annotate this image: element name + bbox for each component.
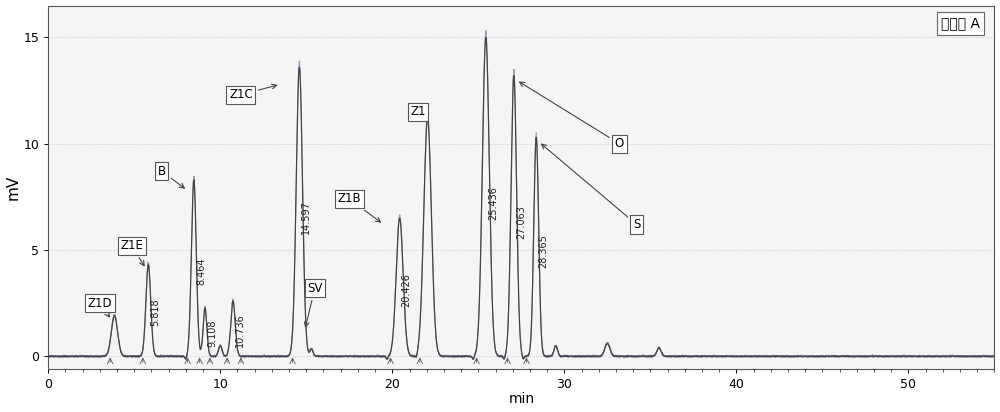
Text: 检测器 A: 检测器 A [941,16,980,30]
Text: Z1D: Z1D [88,297,112,317]
Text: 14.597: 14.597 [301,201,311,234]
Text: B: B [158,165,184,188]
Text: SV: SV [304,282,323,327]
Text: Z1: Z1 [410,105,428,122]
Text: 8.464: 8.464 [196,258,206,286]
Text: Z1B: Z1B [337,192,380,222]
Text: 25.436: 25.436 [488,186,498,220]
Text: 9.108: 9.108 [207,319,217,346]
Text: 28.365: 28.365 [538,234,548,268]
Text: 5.818: 5.818 [150,299,160,326]
Text: 10.736: 10.736 [235,313,245,346]
Text: Z1E: Z1E [120,239,144,266]
Text: Z1C: Z1C [229,84,277,101]
Text: 20.426: 20.426 [402,273,412,307]
X-axis label: min: min [508,393,534,407]
Text: 27.063: 27.063 [516,205,526,239]
Text: S: S [542,144,640,231]
Text: O: O [520,82,624,150]
Y-axis label: mV: mV [6,175,21,200]
